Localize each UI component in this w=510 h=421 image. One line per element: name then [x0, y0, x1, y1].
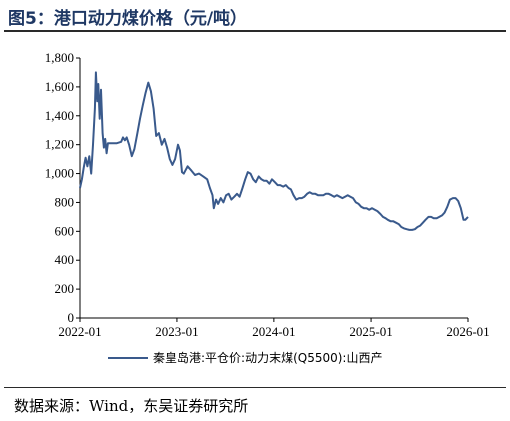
y-tick-label: 1,600	[45, 79, 74, 94]
y-tick-label: 1,400	[45, 108, 74, 123]
legend: 秦皇岛港:平仓价:动力末煤(Q5500):山西产	[108, 350, 382, 365]
series-line	[79, 71, 469, 231]
y-tick-label: 600	[55, 223, 75, 238]
y-tick-label: 400	[55, 252, 75, 267]
plot-area	[79, 71, 469, 231]
x-tick-label: 2022-01	[58, 324, 101, 339]
y-tick-label: 1,800	[45, 50, 74, 65]
y-tick-label: 1,200	[45, 137, 74, 152]
x-tick-label: 2025-01	[349, 324, 392, 339]
legend-label: 秦皇岛港:平仓价:动力末煤(Q5500):山西产	[153, 350, 382, 365]
x-tick-label: 2023-01	[155, 324, 198, 339]
source-note: 数据来源：Wind，东吴证券研究所	[14, 397, 249, 415]
y-tick-label: 200	[55, 281, 75, 296]
y-tick-label: 1,000	[45, 166, 74, 181]
top-rule	[4, 30, 506, 32]
y-axis: 0 200 400 600 800 1,000 1,200 1,400 1,600 1,800	[45, 50, 81, 325]
x-axis: 2022-01 2023-01 2024-01 2025-01 2026-01	[58, 317, 490, 339]
chart-title: 图5：港口动力煤价格（元/吨）	[8, 9, 248, 29]
x-tick-label: 2026-01	[446, 324, 489, 339]
x-tick-label: 2024-01	[252, 324, 295, 339]
y-tick-label: 800	[55, 194, 75, 209]
y-tick-label: 0	[68, 310, 75, 325]
bottom-rule	[4, 387, 506, 388]
